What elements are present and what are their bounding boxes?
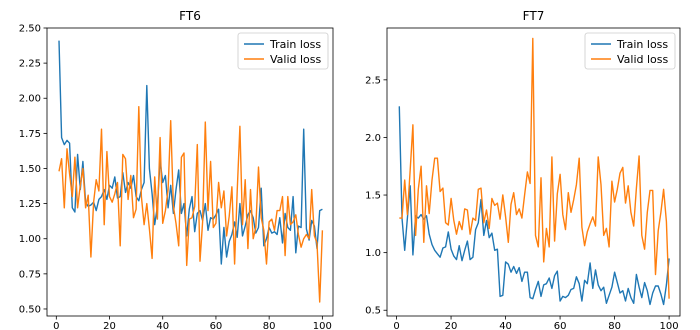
legend-label: Train loss	[616, 38, 668, 51]
x-tick-label: 0	[393, 321, 399, 330]
y-tick-label: 1.50	[19, 164, 41, 175]
x-tick-label: 40	[156, 321, 169, 330]
y-tick-label: 1.0	[365, 248, 381, 259]
legend-label: Valid loss	[617, 53, 669, 66]
x-tick-label: 60	[210, 321, 223, 330]
y-tick-label: 1.25	[19, 199, 41, 210]
y-tick-label: 1.5	[365, 191, 381, 202]
legend-box	[237, 32, 329, 70]
chart-title: FT7	[523, 9, 545, 23]
legend-label: Train loss	[269, 38, 321, 51]
y-tick-label: 2.00	[19, 94, 41, 105]
x-tick-label: 100	[660, 321, 679, 330]
y-tick-label: 0.75	[19, 269, 41, 280]
legend: Train loss Valid loss	[237, 32, 329, 70]
y-tick-label: 1.00	[19, 234, 41, 245]
y-tick-label: 2.25	[19, 59, 41, 70]
x-tick-label: 80	[263, 321, 276, 330]
chart-ft7: FT7 0 20 40 60 80 100 0.5 1.0 1.5 2.0 2.5 Train loss…	[365, 9, 681, 330]
x-tick-label: 80	[608, 321, 621, 330]
y-tick-label: 0.50	[19, 304, 41, 315]
chart-title: FT6	[179, 9, 201, 23]
y-tick-label: 0.5	[365, 306, 381, 317]
x-tick-label: 40	[499, 321, 512, 330]
plot-frame	[386, 27, 681, 317]
plot-frame	[46, 27, 334, 317]
series-line-valid-loss	[58, 105, 324, 303]
y-tick-label: 1.75	[19, 129, 41, 140]
legend-label: Valid loss	[270, 53, 322, 66]
x-tick-label: 60	[554, 321, 567, 330]
x-tick-label: 20	[103, 321, 116, 330]
y-tick-label: 2.5	[365, 75, 381, 86]
series-line-train-loss	[398, 106, 670, 306]
legend: Train loss Valid loss	[584, 32, 676, 70]
series-line-train-loss	[58, 40, 323, 265]
x-tick-label: 100	[313, 321, 332, 330]
y-tick-label: 2.0	[365, 133, 381, 144]
legend-box	[584, 32, 676, 70]
chart-ft6: FT6 0 20 40 60 80 100 0.50 0.75 1.00 1.25 1.50 1.75 2…	[19, 9, 334, 330]
x-tick-label: 20	[445, 321, 458, 330]
x-tick-label: 0	[53, 321, 59, 330]
series-line-valid-loss	[399, 37, 670, 299]
y-tick-label: 2.50	[19, 24, 41, 35]
